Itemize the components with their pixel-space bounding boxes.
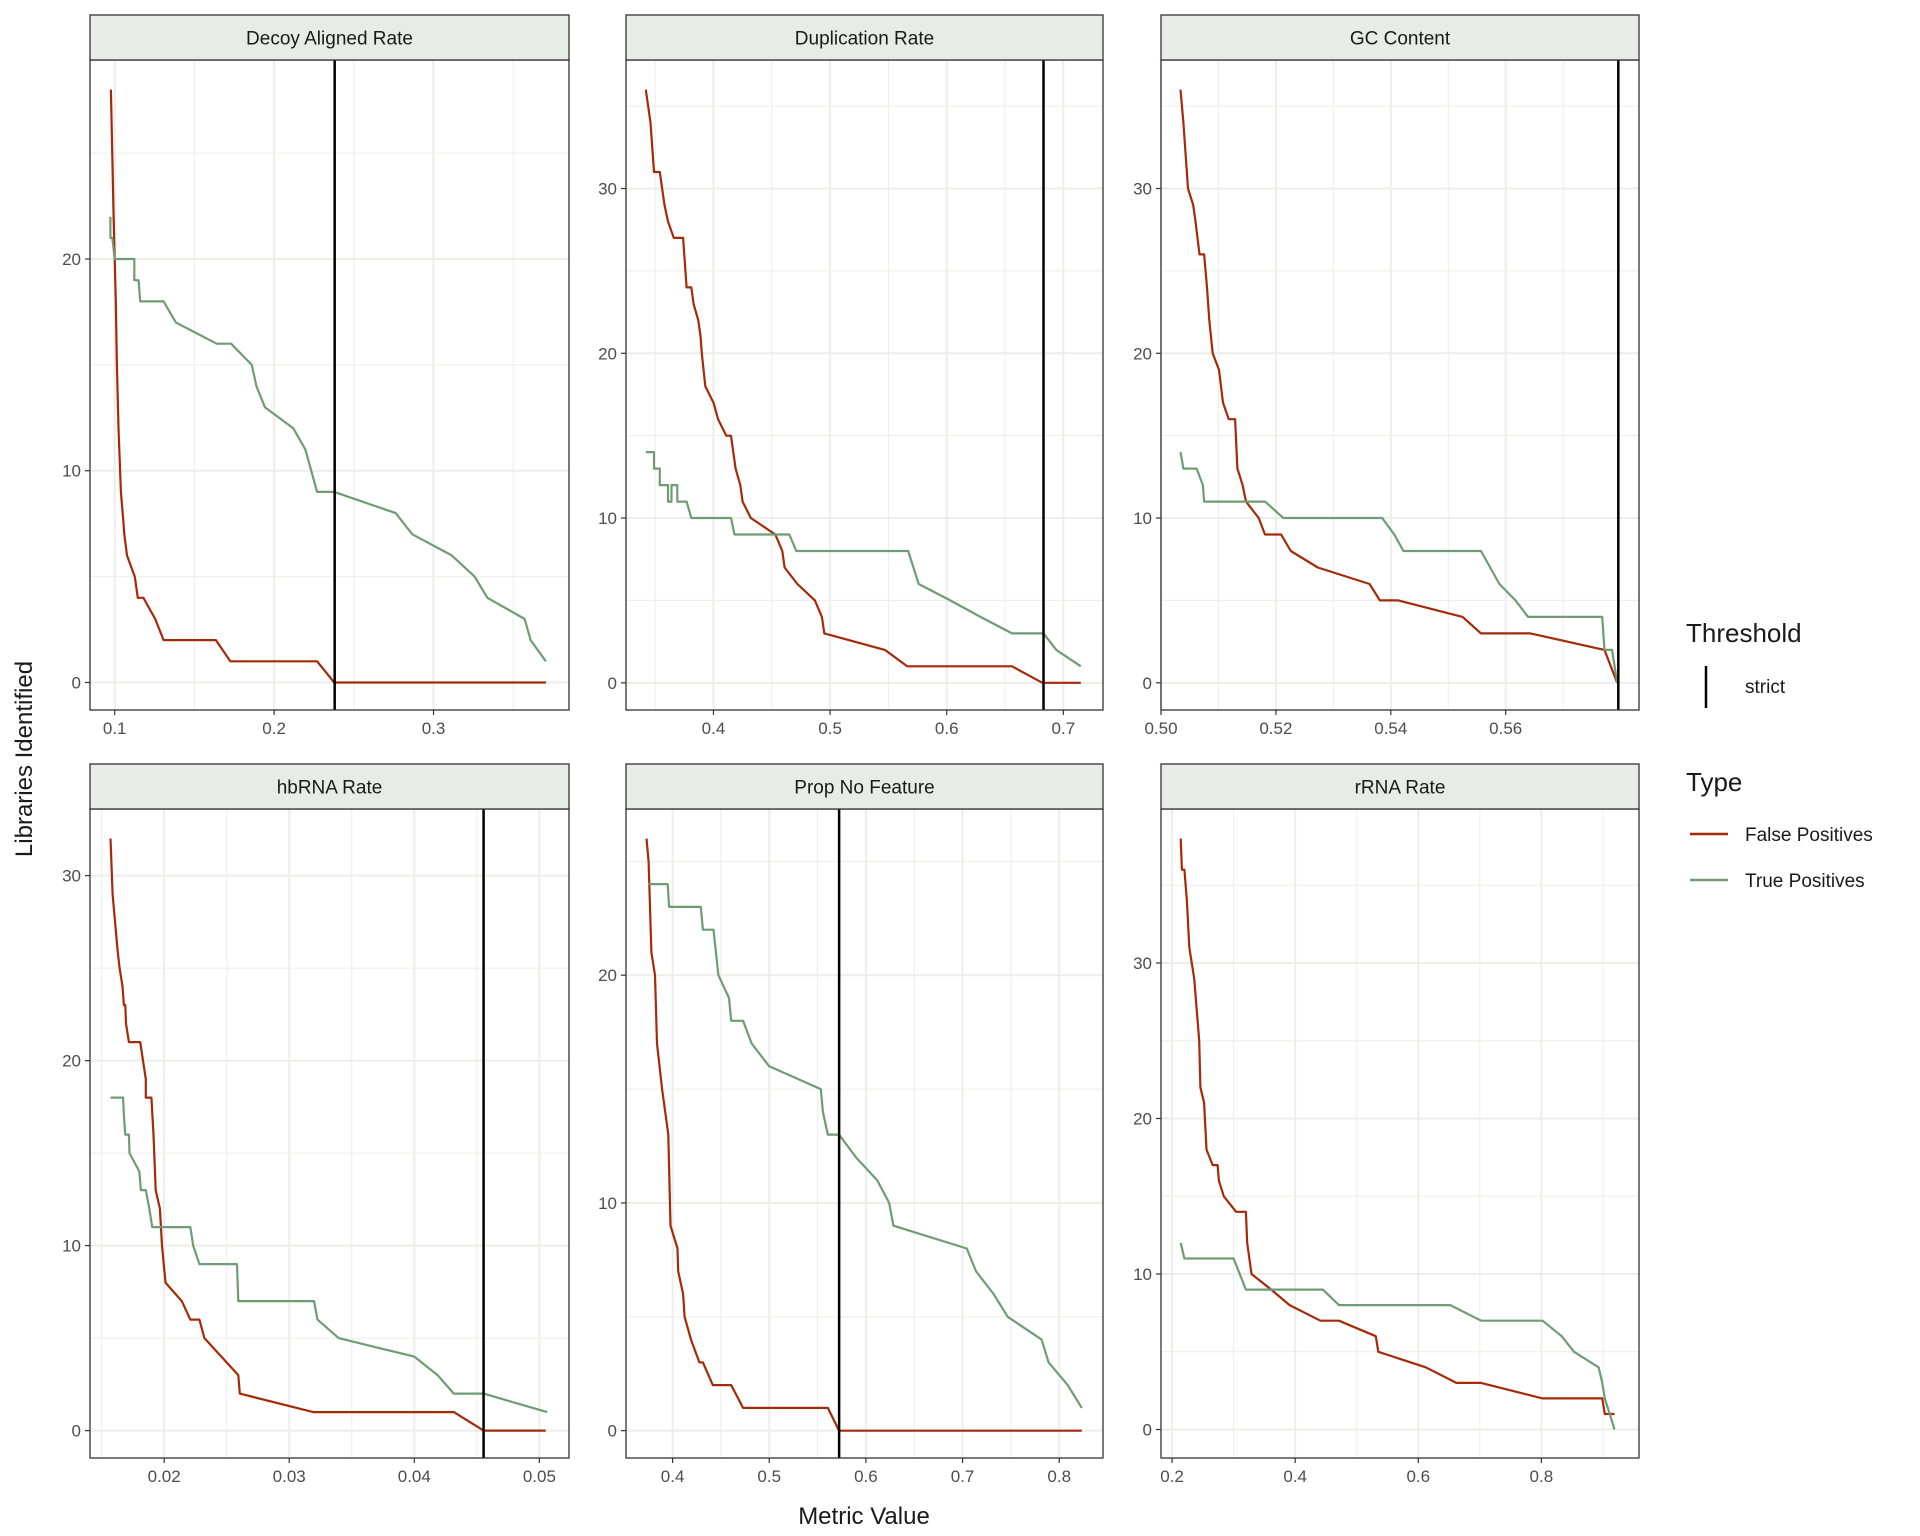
facet-strip-title: rRNA Rate	[1355, 778, 1446, 799]
y-tick-label: 0	[72, 1422, 81, 1441]
y-tick-label: 20	[62, 1052, 81, 1071]
x-tick-label: 0.8	[1047, 1467, 1071, 1486]
y-axis-title: Libraries Identified	[11, 661, 38, 857]
facet-strip	[89, 14, 570, 61]
series-line-true-positives	[648, 882, 1083, 1409]
panel-border	[1160, 59, 1640, 711]
x-tick-label: 0.1	[103, 719, 127, 738]
facet-strip-title: GC Content	[1350, 29, 1451, 50]
legend-label-true-positives: True Positives	[1745, 871, 1865, 892]
x-tick-label: 0.6	[854, 1467, 878, 1486]
x-tick-label: 0.6	[935, 719, 959, 738]
series-line-false-positives	[109, 89, 546, 684]
x-axis-title: Metric Value	[798, 1503, 930, 1530]
x-tick-label: 0.4	[661, 1467, 685, 1486]
series-line-true-positives	[645, 451, 1082, 668]
y-tick-label: 0	[72, 673, 81, 692]
x-tick-label: 0.4	[702, 719, 726, 738]
x-tick-label: 0.52	[1259, 719, 1292, 738]
facet-strip-title: Duplication Rate	[795, 29, 934, 50]
x-tick-label: 0.03	[273, 1467, 306, 1486]
series-line-false-positives	[109, 838, 546, 1432]
x-tick-label: 0.8	[1530, 1467, 1554, 1486]
facet-strip	[625, 14, 1104, 61]
facet-strip	[1160, 763, 1640, 810]
y-tick-label: 30	[598, 180, 617, 199]
facet-strip	[89, 763, 570, 810]
x-tick-label: 0.2	[1160, 1467, 1184, 1486]
y-tick-label: 10	[1133, 1265, 1152, 1284]
panel-border	[625, 59, 1104, 711]
y-tick-label: 20	[62, 250, 81, 269]
y-tick-label: 0	[608, 1422, 617, 1441]
x-tick-label: 0.3	[422, 719, 446, 738]
legend-type-title: Type	[1686, 767, 1742, 797]
facet-panel: 0.50 0.52 0.54 0.56 0 10 20 30 GC Content	[1133, 14, 1640, 738]
series-line-false-positives	[1179, 838, 1615, 1416]
facet-panel: 0.1 0.2 0.3 0 10 20 Decoy Aligned Rate	[62, 14, 570, 738]
facet-panel: 0.02 0.03 0.04 0.05 0 10 20 30 hbRNA Rate	[62, 763, 570, 1486]
x-tick-label: 0.6	[1406, 1467, 1430, 1486]
facet-strip	[625, 763, 1104, 810]
y-tick-label: 30	[1133, 180, 1152, 199]
facet-panel: 0.4 0.5 0.6 0.7 0.8 0 10 20 Prop No Feature	[598, 763, 1104, 1486]
y-tick-label: 0	[608, 674, 617, 693]
x-tick-label: 0.04	[398, 1467, 431, 1486]
y-tick-label: 20	[598, 966, 617, 985]
y-tick-label: 10	[598, 509, 617, 528]
y-tick-label: 0	[1143, 1421, 1152, 1440]
series-line-true-positives	[110, 1096, 548, 1414]
x-tick-label: 0.7	[951, 1467, 975, 1486]
legend-threshold-title: Threshold	[1686, 618, 1802, 648]
y-tick-label: 30	[1133, 954, 1152, 973]
series-line-true-positives	[1179, 451, 1619, 683]
x-tick-label: 0.2	[262, 719, 286, 738]
x-tick-label: 0.7	[1052, 719, 1076, 738]
x-tick-label: 0.5	[818, 719, 842, 738]
y-tick-label: 10	[62, 462, 81, 481]
x-tick-label: 0.05	[523, 1467, 556, 1486]
facet-strip	[1160, 14, 1640, 61]
series-line-false-positives	[1179, 89, 1619, 684]
y-tick-label: 10	[598, 1194, 617, 1213]
panel-border	[1160, 808, 1640, 1459]
series-line-false-positives	[644, 89, 1081, 684]
series-line-true-positives	[1179, 1242, 1616, 1430]
facet-strip-title: Decoy Aligned Rate	[246, 29, 413, 50]
x-tick-label: 0.50	[1144, 719, 1177, 738]
facet-strip-title: Prop No Feature	[794, 778, 934, 799]
facet-panel: 0.2 0.4 0.6 0.8 0 10 20 30 rRNA Rate	[1133, 763, 1640, 1486]
y-tick-label: 30	[62, 867, 81, 886]
x-tick-label: 0.02	[148, 1467, 181, 1486]
x-tick-label: 0.56	[1489, 719, 1522, 738]
legend: Threshold strict Type False Positives Tr…	[1686, 618, 1873, 892]
series-line-true-positives	[109, 216, 547, 662]
y-tick-label: 20	[1133, 1109, 1152, 1128]
x-tick-label: 0.54	[1374, 719, 1407, 738]
legend-threshold-strict: strict	[1745, 677, 1786, 698]
facet-panel: 0.4 0.5 0.6 0.7 0 10 20 30 Duplication Rate	[598, 14, 1104, 738]
y-tick-label: 20	[1133, 344, 1152, 363]
facet-strip-title: hbRNA Rate	[277, 778, 383, 799]
series-line-false-positives	[645, 838, 1082, 1432]
y-tick-label: 0	[1143, 674, 1152, 693]
panel-border	[89, 59, 570, 711]
y-tick-label: 10	[1133, 509, 1152, 528]
x-tick-label: 0.4	[1283, 1467, 1307, 1486]
x-tick-label: 0.5	[757, 1467, 781, 1486]
legend-label-false-positives: False Positives	[1745, 825, 1873, 846]
y-tick-label: 20	[598, 344, 617, 363]
y-tick-label: 10	[62, 1237, 81, 1256]
panel-border	[89, 808, 570, 1459]
